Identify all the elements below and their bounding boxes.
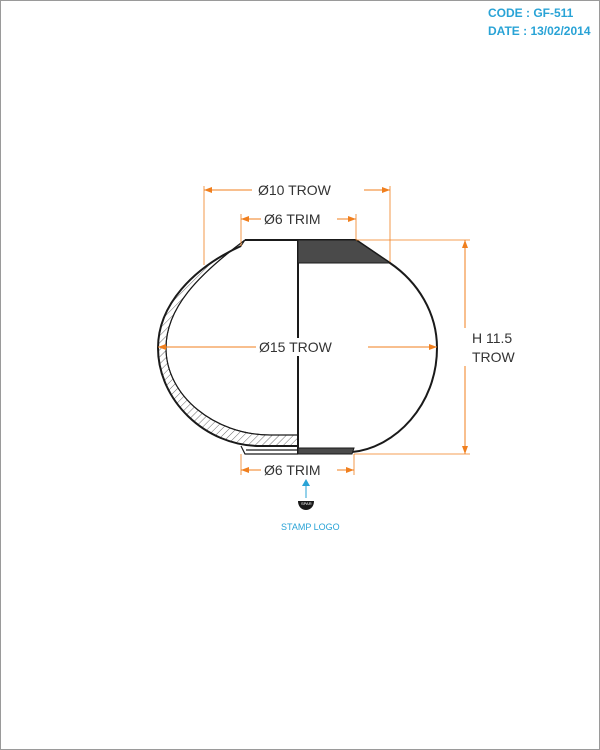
- dim-height-label-2: TROW: [472, 349, 516, 365]
- base-band: [297, 447, 355, 455]
- shoulder-band: [297, 239, 392, 264]
- code-label: CODE : GF-511: [488, 6, 574, 20]
- stamp-callout: SPAR STAMP LOGO: [281, 479, 340, 532]
- stamp-logo-text: SPAR: [301, 501, 312, 506]
- stamp-logo-icon: [298, 501, 314, 510]
- left-inner-outline: [165, 239, 298, 436]
- date-label: DATE : 13/02/2014: [488, 24, 591, 38]
- stamp-logo-caption: STAMP LOGO: [281, 522, 340, 532]
- dimensions: Ø10 TROW Ø6 TRIM Ø15 TROW Ø6 TRIM H 11.5…: [158, 181, 522, 479]
- stamp-arrow-head: [302, 479, 310, 486]
- foot-ring-left: [240, 445, 298, 455]
- left-outer-outline: [156, 245, 298, 447]
- dim-body-label: Ø15 TROW: [259, 339, 333, 355]
- dim-bottom-trim-label: Ø6 TRIM: [264, 462, 321, 478]
- dim-top-outer-label: Ø10 TROW: [258, 182, 332, 198]
- dim-height-label-1: H 11.5: [472, 330, 512, 346]
- right-outer-outline: [351, 239, 439, 453]
- dim-top-trim-label: Ø6 TRIM: [264, 211, 321, 227]
